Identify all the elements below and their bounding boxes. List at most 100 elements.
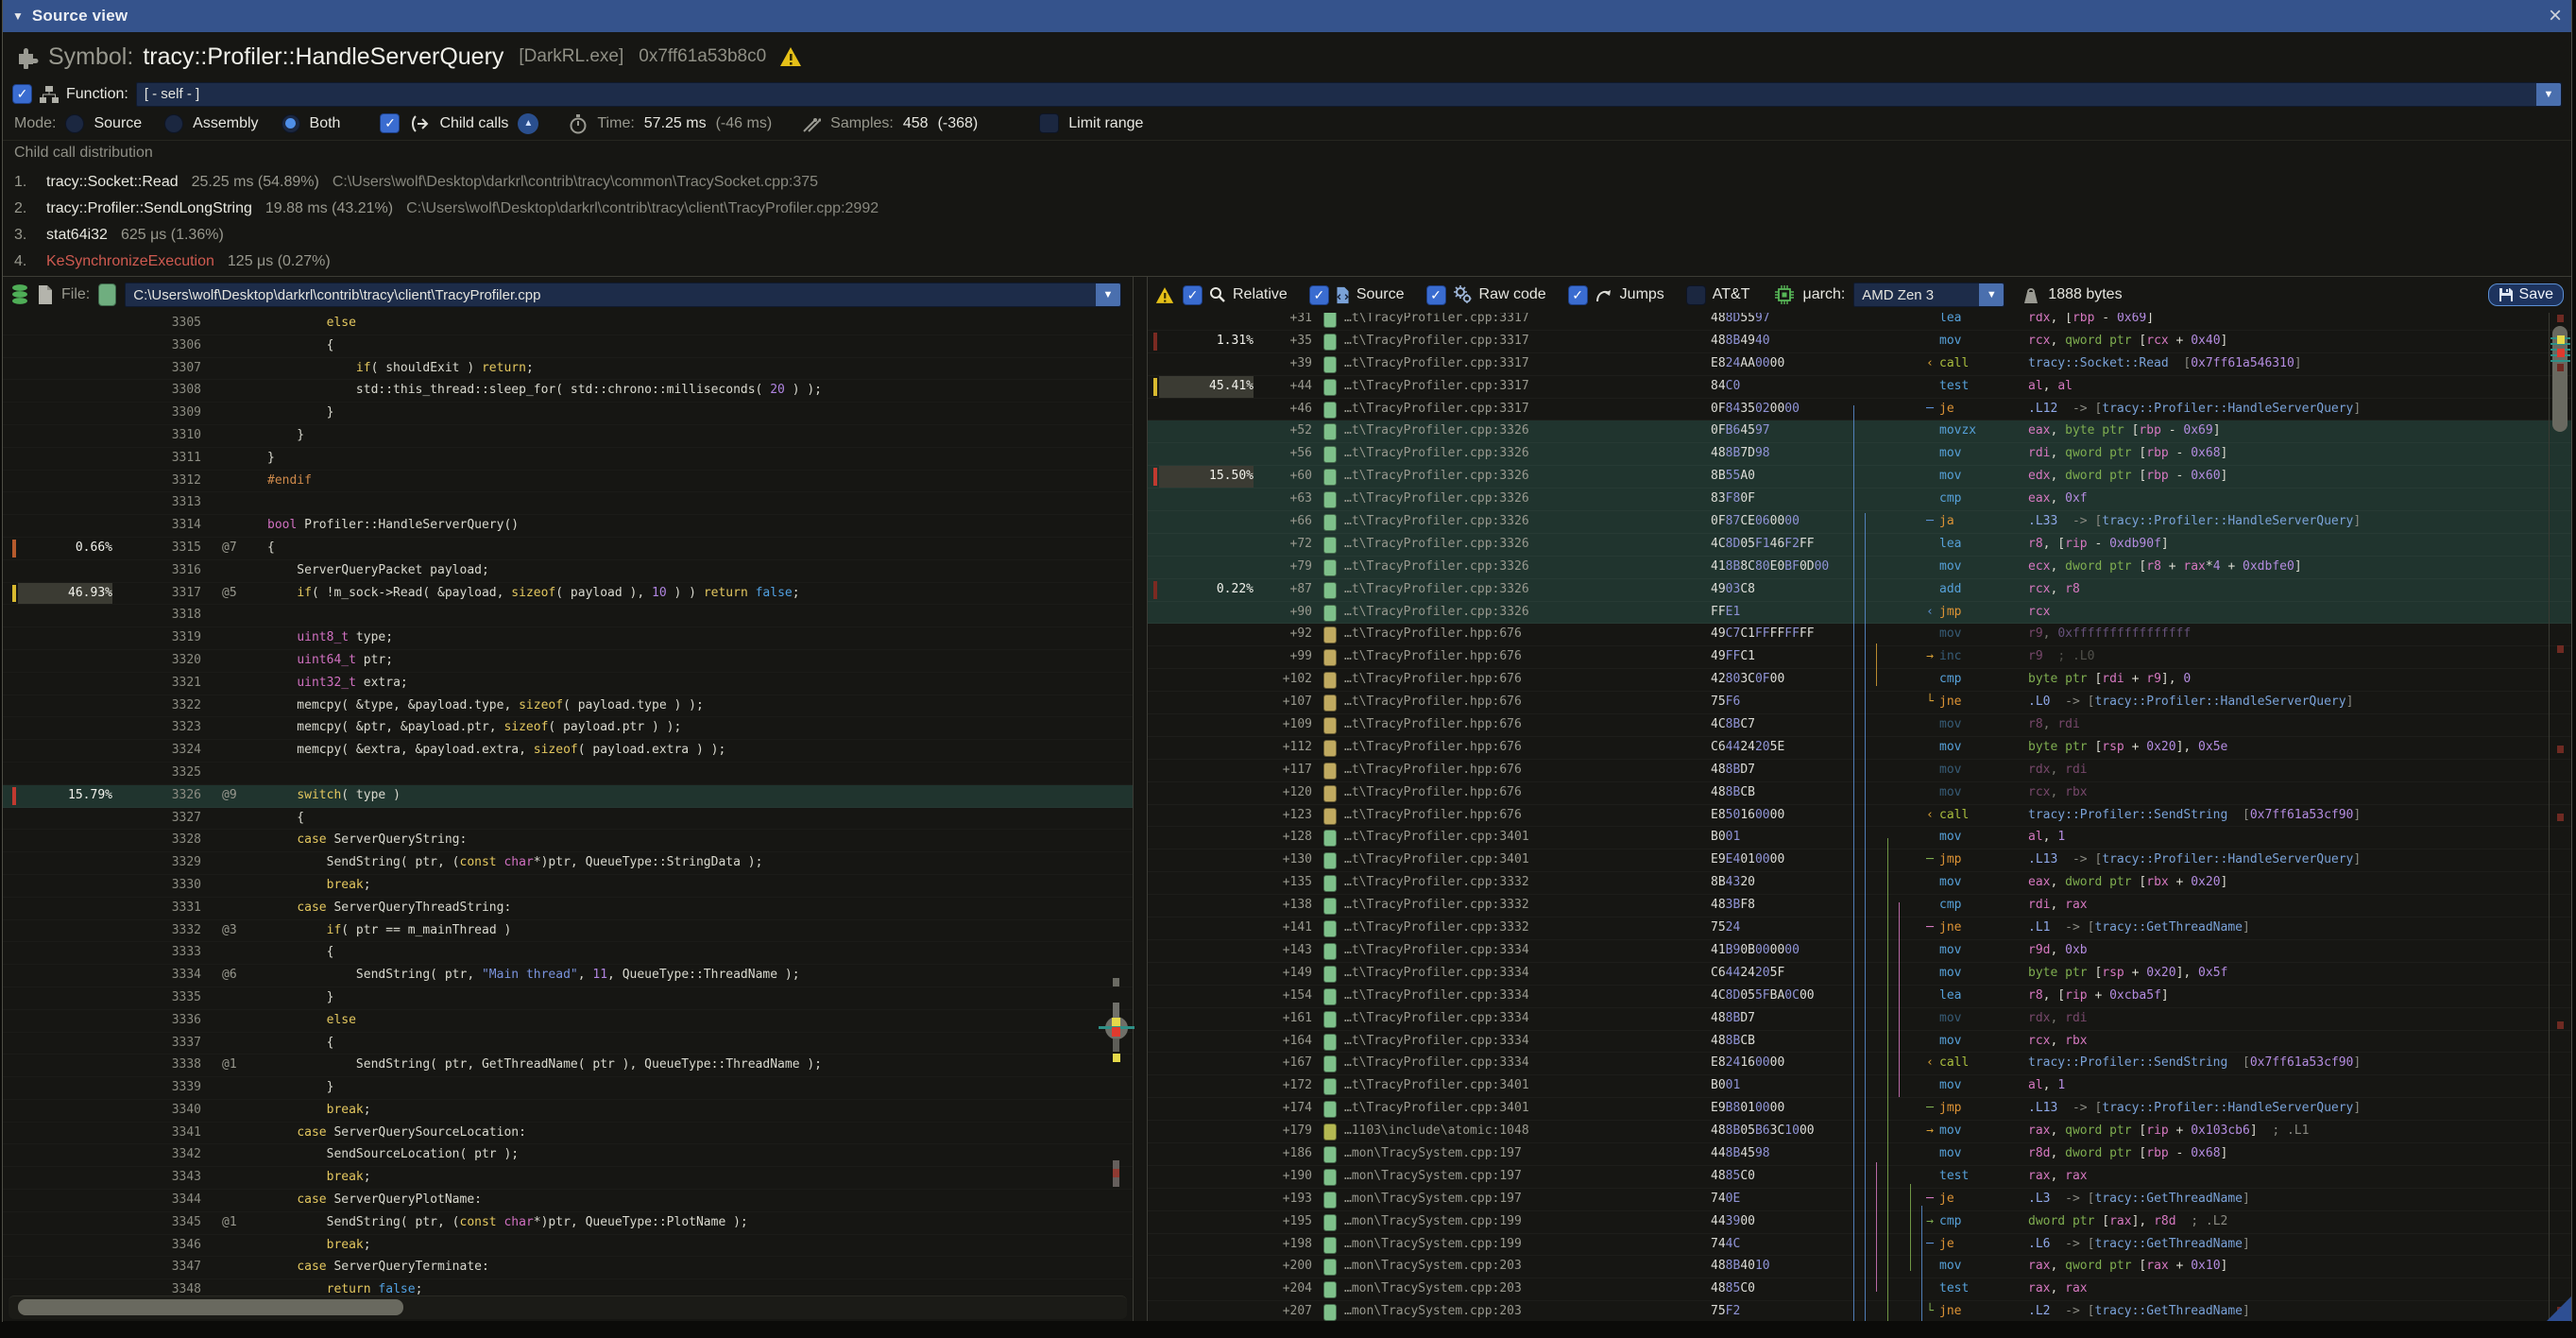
assembly-line[interactable]: +207 …mon\TracySystem.cpp:203 75F2 └ jne .L2 … [1148, 1301, 2571, 1321]
function-select[interactable]: [ - self - ] ▼ [135, 81, 2562, 107]
source-line[interactable]: 3329 SendString( ptr, (const char*)ptr, … [3, 852, 1133, 875]
source-line[interactable]: 3332 @3 if( ptr == m_mainThread ) [3, 920, 1133, 943]
source-line[interactable]: 3331 case ServerQueryThreadString: [3, 898, 1133, 920]
assembly-line[interactable]: +123 …t\TracyProfiler.hpp:676 E850160000 ‹ c… [1148, 805, 2571, 828]
assembly-line[interactable]: +200 …mon\TracySystem.cpp:203 488B4010 mov r… [1148, 1256, 2571, 1278]
source-line[interactable]: 3341 case ServerQuerySourceLocation: [3, 1123, 1133, 1145]
source-line[interactable]: 15.79% 3326 @9 switch( type ) [3, 784, 1133, 808]
collapse-child-calls-button[interactable]: ▲ [518, 112, 539, 134]
source-line[interactable]: 3318 [3, 605, 1133, 627]
source-line[interactable]: 3339 } [3, 1077, 1133, 1100]
source-line[interactable]: 3347 case ServerQueryTerminate: [3, 1257, 1133, 1279]
assembly-line[interactable]: +161 …t\TracyProfiler.cpp:3334 488BD7 mov rd… [1148, 1008, 2571, 1031]
source-line[interactable]: 3342 SendSourceLocation( ptr ); [3, 1144, 1133, 1167]
source-line[interactable]: 3306 { [3, 335, 1133, 358]
assembly-line[interactable]: 1.31% +35 …t\TracyProfiler.cpp:3317 488B494… [1148, 331, 2571, 353]
assembly-line[interactable]: +138 …t\TracyProfiler.cpp:3332 483BF8 cmp rd… [1148, 895, 2571, 918]
assembly-line[interactable]: +92 …t\TracyProfiler.hpp:676 49C7C1FFFFFFF… [1148, 624, 2571, 646]
source-line[interactable]: 3340 break; [3, 1100, 1133, 1123]
source-line[interactable]: 3323 memcpy( &ptr, &payload.ptr, sizeof(… [3, 717, 1133, 740]
source-line[interactable]: 0.66% 3315 @7{ [3, 538, 1133, 560]
assembly-line[interactable]: +164 …t\TracyProfiler.cpp:3334 488BCB mov rc… [1148, 1031, 2571, 1054]
child-call-item[interactable]: 3. stat64i32 625 μs (1.36%) [14, 227, 224, 243]
assembly-line[interactable]: +141 …t\TracyProfiler.cpp:3332 7524 ─ jne .L1… [1148, 918, 2571, 940]
source-line[interactable]: 3305 else [3, 313, 1133, 335]
source-line[interactable]: 3314 bool Profiler::HandleServerQuery() [3, 515, 1133, 538]
assembly-line[interactable]: +107 …t\TracyProfiler.hpp:676 75F6 └ jne .L0 … [1148, 692, 2571, 714]
source-line[interactable]: 3337 { [3, 1033, 1133, 1055]
assembly-line[interactable]: +66 …t\TracyProfiler.cpp:3326 0F87CE060000… [1148, 511, 2571, 534]
assembly-line[interactable]: +193 …mon\TracySystem.cpp:197 740E ─ je .L3 -… [1148, 1189, 2571, 1211]
assembly-line[interactable]: +39 …t\TracyProfiler.cpp:3317 E824AA0000 ‹ c… [1148, 353, 2571, 376]
source-line[interactable]: 3313 [3, 492, 1133, 515]
assembly-line[interactable]: +117 …t\TracyProfiler.hpp:676 488BD7 mov rdx… [1148, 760, 2571, 782]
assembly-line[interactable]: +109 …t\TracyProfiler.hpp:676 4C8BC7 mov r8,… [1148, 714, 2571, 737]
assembly-line[interactable]: +195 …mon\TracySystem.cpp:199 443900 → cmp dw… [1148, 1211, 2571, 1234]
source-line[interactable]: 3321 uint32_t extra; [3, 673, 1133, 695]
assembly-line[interactable]: +149 …t\TracyProfiler.cpp:3334 C64424205F m… [1148, 963, 2571, 986]
source-line[interactable]: 3334 @6 SendString( ptr, "Main thread", 1… [3, 965, 1133, 987]
source-line[interactable]: 3309 } [3, 403, 1133, 425]
assembly-line[interactable]: +198 …mon\TracySystem.cpp:199 744C ─ je .L6 -… [1148, 1234, 2571, 1257]
assembly-line[interactable]: +204 …mon\TracySystem.cpp:203 4885C0 test ra… [1148, 1278, 2571, 1301]
source-line[interactable]: 46.93% 3317 @5 if( !m_sock->Read( &payload… [3, 582, 1133, 606]
assembly-line[interactable]: +179 …1103\include\atomic:1048 488B05B63C1… [1148, 1121, 2571, 1143]
source-line[interactable]: 3322 memcpy( &type, &payload.type, sizeo… [3, 695, 1133, 718]
source-line[interactable]: 3335 } [3, 987, 1133, 1010]
assembly-line[interactable]: +112 …t\TracyProfiler.hpp:676 C64424205E mo… [1148, 737, 2571, 760]
assembly-line[interactable]: +102 …t\TracyProfiler.hpp:676 42803C0F00 cm… [1148, 669, 2571, 692]
assembly-line[interactable]: +128 …t\TracyProfiler.cpp:3401 B001 mov al, … [1148, 827, 2571, 849]
assembly-line[interactable]: +31 …t\TracyProfiler.cpp:3317 488D5597 lea r… [1148, 313, 2571, 331]
radio-both[interactable] [281, 113, 300, 133]
assembly-line[interactable]: +63 …t\TracyProfiler.cpp:3326 83F80F cmp eax… [1148, 489, 2571, 512]
pane-divider[interactable] [1133, 277, 1148, 1321]
close-icon[interactable]: × [2548, 3, 2562, 28]
save-button[interactable]: Save [2487, 283, 2564, 306]
raw-code-checkbox[interactable]: ✓ [1425, 284, 1446, 305]
child-call-item[interactable]: 2. tracy::Profiler::SendLongString 19.88 m… [14, 200, 879, 216]
chevron-down-icon[interactable]: ▼ [1979, 283, 2005, 306]
assembly-view[interactable]: +31 …t\TracyProfiler.cpp:3317 488D5597 lea r… [1148, 313, 2571, 1321]
source-code-view[interactable]: 3305 else 3306 {3307 if( shouldExit ) ret… [3, 313, 1133, 1295]
assembly-line[interactable]: +90 …t\TracyProfiler.cpp:3326 FFE1 ‹ jmp rcx [1148, 601, 2571, 625]
title-bar[interactable]: ▼ Source view × [3, 0, 2571, 32]
child-call-item[interactable]: 4. KeSynchronizeExecution 125 μs (0.27%) [14, 253, 331, 269]
assembly-line[interactable]: +120 …t\TracyProfiler.hpp:676 488BCB mov rcx… [1148, 782, 2571, 805]
source-line[interactable]: 3316 ServerQueryPacket payload; [3, 560, 1133, 583]
limit-range-checkbox[interactable] [1039, 113, 1060, 133]
child-call-item[interactable]: 1. tracy::Socket::Read 25.25 ms (54.89%) C:… [14, 174, 819, 190]
assembly-line[interactable]: +167 …t\TracyProfiler.cpp:3334 E824160000 ‹… [1148, 1053, 2571, 1075]
child-calls-checkbox[interactable]: ✓ [380, 113, 401, 133]
assembly-line[interactable]: 45.41% +44 …t\TracyProfiler.cpp:3317 84C0 te… [1148, 375, 2571, 399]
assembly-line[interactable]: +130 …t\TracyProfiler.cpp:3401 E9E4010000 ─… [1148, 849, 2571, 872]
collapse-icon[interactable]: ▼ [12, 9, 24, 23]
source-line[interactable]: 3327 { [3, 808, 1133, 831]
assembly-line[interactable]: +99 …t\TracyProfiler.hpp:676 49FFC1 → inc r9 … [1148, 646, 2571, 669]
source-line[interactable]: 3338 @1 SendString( ptr, GetThreadName( p… [3, 1055, 1133, 1077]
assembly-line[interactable]: +154 …t\TracyProfiler.cpp:3334 4C8D055FBA0… [1148, 986, 2571, 1008]
uarch-select[interactable]: AMD Zen 3 ▼ [1853, 283, 2005, 307]
source-line[interactable]: 3333 { [3, 942, 1133, 965]
scrollbar-thumb[interactable] [18, 1299, 403, 1315]
source-line[interactable]: 3310 } [3, 425, 1133, 448]
source-line[interactable]: 3307 if( shouldExit ) return; [3, 358, 1133, 381]
assembly-line[interactable]: +56 …t\TracyProfiler.cpp:3326 488B7D98 mov r… [1148, 443, 2571, 467]
source-line[interactable]: 3343 break; [3, 1167, 1133, 1190]
assembly-line[interactable]: +79 …t\TracyProfiler.cpp:3326 418B8C80E0BF… [1148, 556, 2571, 579]
source-line[interactable]: 3345 @1 SendString( ptr, (const char*)ptr… [3, 1212, 1133, 1235]
source-horizontal-scrollbar[interactable] [9, 1295, 1127, 1319]
assembly-line[interactable]: 15.50% +60 …t\TracyProfiler.cpp:3326 8B55A0… [1148, 466, 2571, 489]
source-minimap[interactable] [1099, 277, 1134, 1321]
chevron-down-icon[interactable]: ▼ [2536, 82, 2561, 106]
source-line[interactable]: 3346 break; [3, 1235, 1133, 1258]
assembly-line[interactable]: +172 …t\TracyProfiler.cpp:3401 B001 mov al, … [1148, 1075, 2571, 1098]
assembly-line[interactable]: +143 …t\TracyProfiler.cpp:3334 41B90B00000… [1148, 940, 2571, 963]
assembly-line[interactable]: +186 …mon\TracySystem.cpp:197 448B4598 mov r… [1148, 1143, 2571, 1166]
source-line[interactable]: 3320 uint64_t ptr; [3, 650, 1133, 673]
source-line[interactable]: 3308 std::this_thread::sleep_for( std::c… [3, 380, 1133, 403]
resize-grip-icon[interactable] [2547, 1296, 2571, 1321]
source-line[interactable]: 3336 else [3, 1010, 1133, 1033]
assembly-line[interactable]: 0.22% +87 …t\TracyProfiler.cpp:3326 4903C8 a… [1148, 578, 2571, 602]
assembly-line[interactable]: +135 …t\TracyProfiler.cpp:3332 8B4320 mov ea… [1148, 872, 2571, 895]
assembly-line[interactable]: +174 …t\TracyProfiler.cpp:3401 E9B8010000 ─… [1148, 1098, 2571, 1121]
